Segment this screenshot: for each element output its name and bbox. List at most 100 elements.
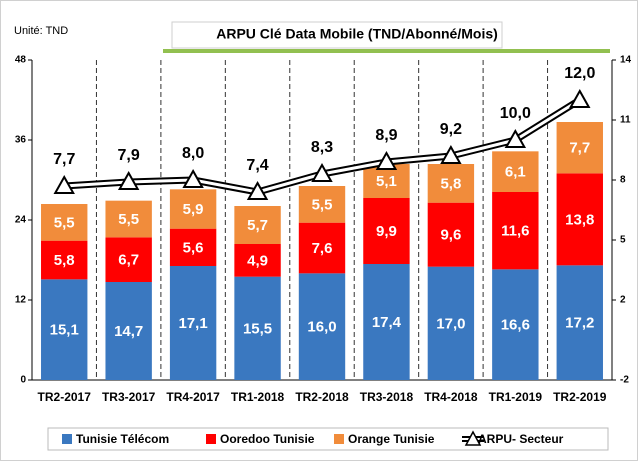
legend-label: ARPU- Secteur [478,432,564,446]
data-label: 6,1 [505,164,526,181]
data-label: 17,1 [179,315,208,332]
bar-segment [41,279,88,380]
bar-segment [169,189,217,229]
legend-label: Ooredoo Tunisie [220,432,315,446]
legend-label: Orange Tunisie [348,432,435,446]
data-label: 5,6 [183,239,204,256]
title-box [171,21,503,49]
bar-segment [234,244,281,277]
bar-segment [492,269,539,380]
line-marker [375,150,398,170]
line-marker [504,128,527,148]
line-label: 12,0 [564,65,595,82]
x-tick-label: TR2-2018 [295,390,349,404]
bar-segment [427,202,475,267]
data-label: 5,5 [118,211,139,228]
line-marker [246,180,269,200]
line-label: 7,9 [118,147,140,164]
data-label: 9,9 [376,223,397,240]
data-label: 5,7 [247,217,268,234]
data-label: 5,8 [54,252,75,269]
bar-segment [556,122,603,174]
bar-segment [105,200,152,238]
data-label: 9,6 [440,227,461,244]
data-label: 16,0 [307,319,336,336]
data-label: 5,8 [440,175,461,192]
data-label: 5,5 [312,196,333,213]
data-label: 17,4 [372,314,402,331]
bar-segment [298,273,346,380]
bar-segment [427,266,475,380]
bar-segment [169,228,217,266]
data-label: 11,6 [501,223,529,240]
line-label: 8,3 [311,139,333,156]
y2-tick-label: 8 [620,175,626,186]
bar-segment [41,204,88,241]
x-tick-label: TR4-2017 [166,390,220,404]
line-label: 7,7 [53,151,75,168]
legend-swatch [206,434,216,444]
data-label: 7,6 [312,240,333,257]
line-label: 8,0 [182,145,204,162]
bar-segment [41,240,88,280]
bar-segment [234,276,281,380]
bar-segment [298,222,346,274]
bar-segment [169,266,217,380]
unit-note: Unité: TND [14,25,68,37]
x-tick-label: TR3-2018 [360,390,414,404]
data-label: 17,0 [436,315,465,332]
y-tick-label: 36 [15,135,27,146]
title-underline [163,49,610,53]
x-tick-label: TR4-2018 [424,390,478,404]
data-label: 7,7 [569,140,590,157]
data-label: 4,9 [247,252,268,269]
bar-segment [427,164,475,203]
bar-segment [234,206,281,244]
bar-segment [105,282,152,380]
legend-swatch [334,434,344,444]
data-label: 14,7 [114,323,143,340]
line-label: 10,0 [500,105,531,122]
bar-segment [363,264,410,380]
line-label: 9,2 [440,121,462,138]
data-label: 6,7 [118,252,139,269]
data-label: 5,1 [376,173,397,190]
y-tick-label: 0 [20,375,26,386]
bar-segment [492,192,539,270]
data-label: 5,5 [54,214,75,231]
x-tick-label: TR1-2018 [231,390,285,404]
y2-tick-label: 11 [620,115,631,126]
data-label: 16,6 [501,317,530,334]
data-label: 13,8 [565,211,594,228]
line-marker [117,170,140,190]
x-tick-label: TR1-2019 [489,390,543,404]
legend-marker [464,430,482,446]
y2-tick-label: -2 [620,375,629,386]
y2-tick-label: 14 [620,55,632,66]
data-label: 5,9 [183,201,204,218]
line-label: 8,9 [375,127,397,144]
legend-swatch [62,434,72,444]
x-tick-label: TR2-2017 [38,390,92,404]
line-marker [182,168,204,188]
bar-segment [298,186,346,223]
line-marker [569,88,591,108]
bar-segment [363,198,410,264]
line-marker [440,144,462,164]
chart-title: ARPU Clé Data Mobile (TND/Abonné/Mois) [216,26,498,42]
x-tick-label: TR3-2017 [102,390,156,404]
bar-segment [556,265,603,380]
y2-tick-label: 2 [620,295,626,306]
bar-segment [105,237,152,282]
y-tick-label: 48 [15,55,27,66]
x-tick-label: TR2-2019 [553,390,607,404]
legend-label: Tunisie Télécom [76,432,169,446]
y2-tick-label: 5 [620,235,626,246]
line-marker [311,162,333,182]
line-label: 7,4 [246,157,268,174]
data-label: 17,2 [565,315,594,332]
bar-segment [556,173,603,266]
data-label: 15,1 [50,322,79,339]
line-marker [53,174,75,194]
